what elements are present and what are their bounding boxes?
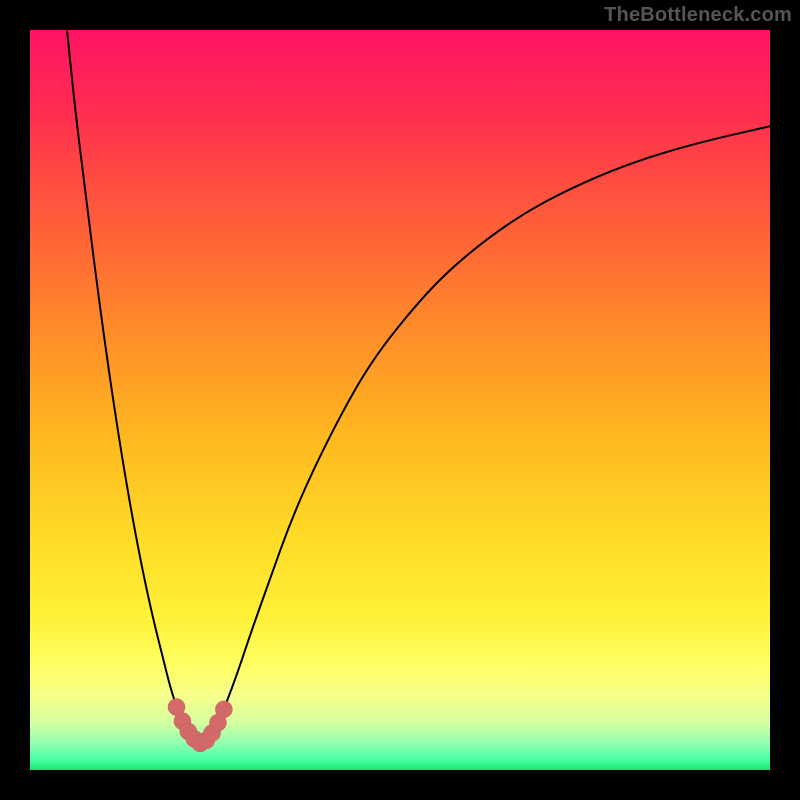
plot-area <box>30 30 770 770</box>
chart-container: TheBottleneck.com <box>0 0 800 800</box>
bottleneck-chart <box>0 0 800 800</box>
watermark-text: TheBottleneck.com <box>604 4 792 27</box>
marker-point <box>215 701 232 718</box>
